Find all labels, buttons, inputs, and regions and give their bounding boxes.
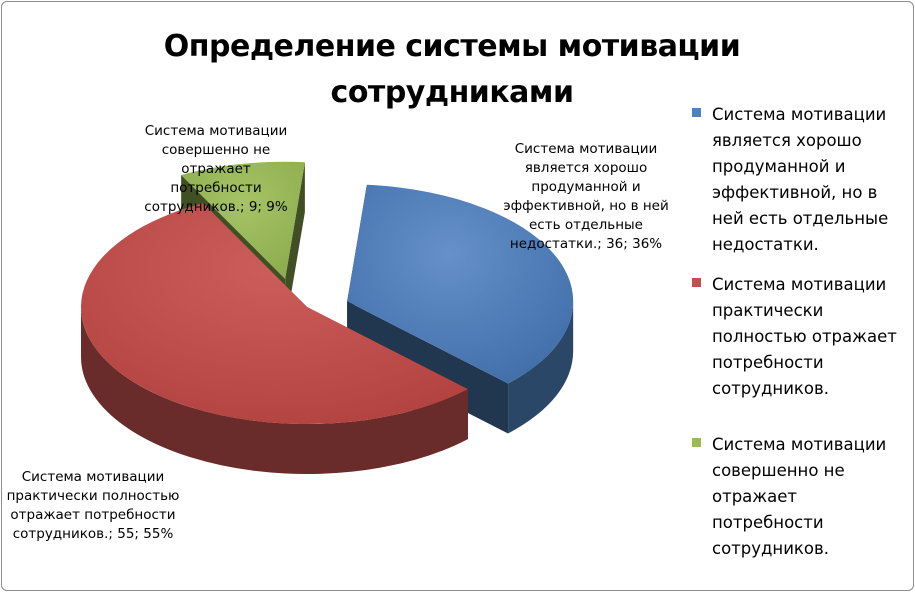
legend-label-0: Система мотивации является хорошо продум… bbox=[712, 105, 889, 254]
legend-item-1: Система мотивации практически полностью … bbox=[692, 272, 907, 402]
legend-label-2: Система мотивации совершенно не отражает… bbox=[712, 435, 887, 558]
legend-swatch-1 bbox=[692, 278, 701, 287]
data-label-slice-2: Система мотивации совершенно не отражает… bbox=[144, 123, 288, 215]
legend-label-1: Система мотивации практически полностью … bbox=[712, 275, 897, 398]
chart-title: Определение системы мотивации сотрудника… bbox=[163, 29, 741, 110]
slice-2-wall-1 bbox=[285, 162, 305, 329]
slice-2 bbox=[181, 161, 305, 279]
slice-1-side bbox=[81, 307, 468, 475]
legend-swatch-2 bbox=[692, 438, 701, 447]
data-label-slice-1: Система мотивации практически полностью … bbox=[6, 469, 180, 542]
slice-1 bbox=[81, 203, 468, 424]
legend-item-0: Система мотивации является хорошо продум… bbox=[692, 102, 907, 258]
slice-0 bbox=[347, 184, 574, 384]
legend-item-2: Система мотивации совершенно не отражает… bbox=[692, 432, 907, 562]
slice-0-side bbox=[508, 301, 574, 434]
legend: Система мотивации является хорошо продум… bbox=[692, 102, 907, 576]
data-label-slice-0: Система мотивации является хорошо продум… bbox=[503, 141, 669, 252]
legend-swatch-0 bbox=[692, 108, 701, 117]
